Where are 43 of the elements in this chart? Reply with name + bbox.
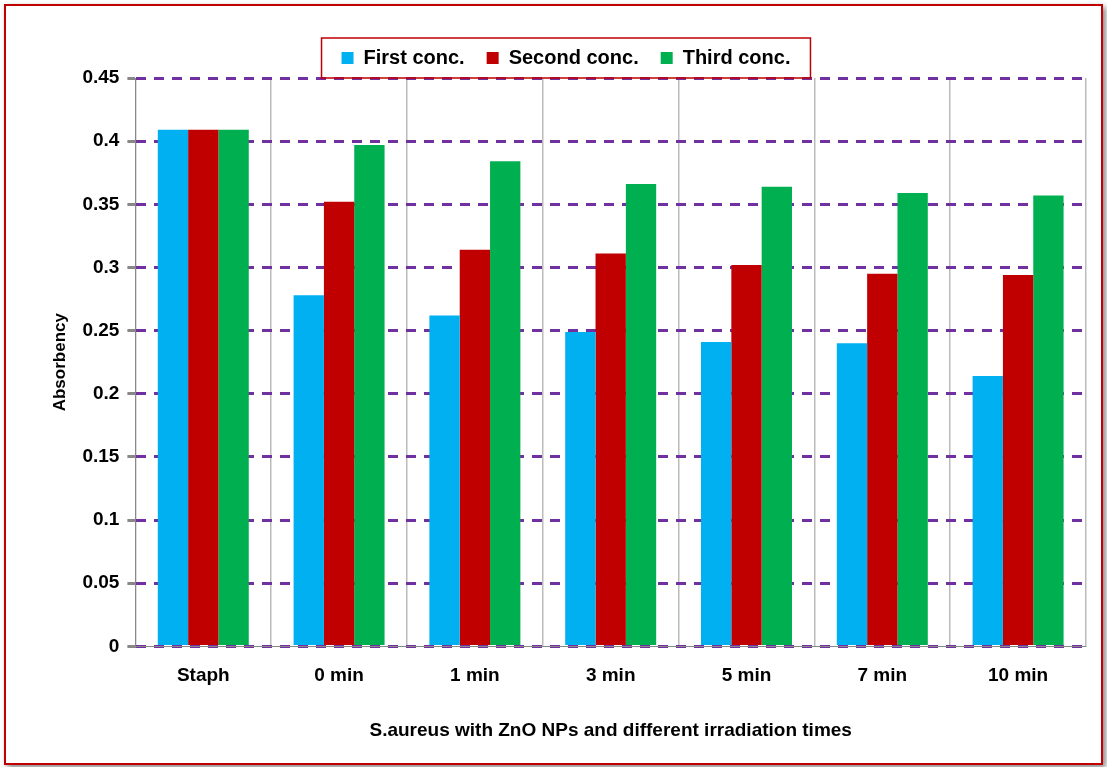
y-tick-label: 0.3 xyxy=(92,255,120,277)
bar xyxy=(459,249,491,645)
y-tick-label: 0 xyxy=(108,634,120,656)
bar xyxy=(188,129,219,645)
y-tick-label: 0.2 xyxy=(92,382,120,404)
bar xyxy=(429,315,460,645)
y-tick-label: 0.1 xyxy=(92,508,120,530)
legend-label: Third conc. xyxy=(682,45,791,68)
y-axis-title: Absorbency xyxy=(49,312,69,412)
legend-label: First conc. xyxy=(363,45,465,68)
bar xyxy=(897,192,928,645)
x-axis-title: S.aureus with ZnO NPs and different irradiation times xyxy=(369,718,852,740)
bar xyxy=(218,129,249,645)
bar xyxy=(157,129,189,645)
bar xyxy=(761,186,792,645)
bar xyxy=(293,295,324,645)
bar xyxy=(972,376,1003,645)
y-tick-label: 0.35 xyxy=(82,192,120,214)
y-tick-label: 0.05 xyxy=(82,571,120,593)
x-tick-label: Staph xyxy=(176,664,230,686)
x-tick-label: 0 min xyxy=(314,664,364,686)
bar xyxy=(323,201,355,645)
y-tick-label: 0.25 xyxy=(82,318,120,340)
bar xyxy=(1002,275,1034,645)
bar xyxy=(354,144,385,645)
x-tick-label: 7 min xyxy=(857,664,908,686)
legend-label: Second conc. xyxy=(508,45,639,68)
bar xyxy=(1033,195,1064,645)
y-tick-label: 0.15 xyxy=(82,445,120,467)
x-tick-label: 1 min xyxy=(450,664,500,686)
y-tick-label: 0.45 xyxy=(82,66,120,88)
bar xyxy=(836,343,868,645)
bar xyxy=(731,264,762,645)
y-tick-label: 0.4 xyxy=(92,129,120,151)
x-tick-label: 5 min xyxy=(721,664,772,686)
bar xyxy=(595,253,626,645)
x-tick-label: 3 min xyxy=(585,664,636,686)
bar xyxy=(867,273,898,645)
x-tick-label: 10 min xyxy=(988,664,1049,686)
bar xyxy=(625,184,657,645)
bar xyxy=(701,341,732,645)
bar xyxy=(490,161,521,645)
bar xyxy=(565,331,596,645)
